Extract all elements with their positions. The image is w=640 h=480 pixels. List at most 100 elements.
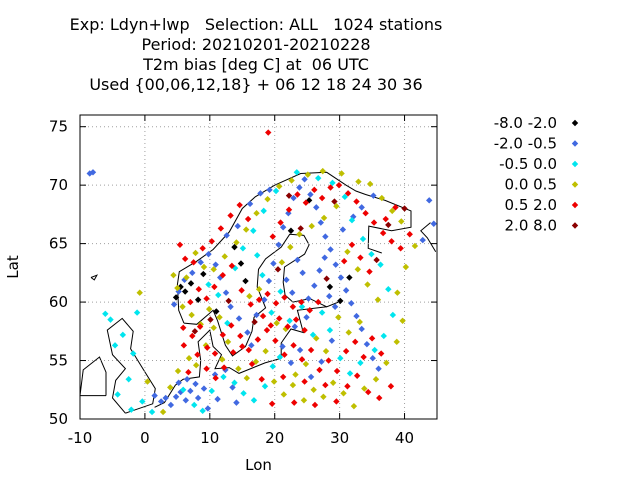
data-point-series-4 — [211, 350, 219, 357]
data-point-series-1 — [321, 254, 328, 261]
data-point-series-2 — [199, 407, 206, 415]
data-point-series-3 — [361, 385, 368, 392]
data-point-series-3 — [333, 203, 340, 210]
data-point-series-3 — [389, 207, 396, 215]
data-point-series-2 — [139, 398, 146, 405]
data-point-series-1 — [430, 220, 437, 227]
data-point-series-4 — [342, 347, 350, 355]
data-point-series-4 — [219, 331, 226, 339]
chart-title-block: Exp: Ldyn+lwp Selection: ALL 1024 statio… — [0, 15, 512, 95]
data-point-series-2 — [371, 346, 378, 354]
y-axis-label: Lat — [4, 255, 22, 279]
data-point-series-3 — [233, 239, 240, 246]
data-point-series-3 — [136, 289, 143, 296]
data-point-series-2 — [111, 342, 119, 349]
data-point-series-4 — [370, 219, 378, 226]
data-point-series-4 — [189, 332, 196, 340]
data-point-series-2 — [125, 376, 132, 383]
data-point-series-3 — [224, 338, 232, 346]
data-points — [86, 129, 437, 416]
data-point-series-4 — [306, 307, 313, 314]
data-point-series-3 — [372, 376, 380, 383]
data-point-series-1 — [200, 385, 208, 392]
data-point-series-3 — [280, 391, 288, 398]
data-point-series-4 — [219, 271, 226, 279]
data-point-series-4 — [318, 194, 326, 202]
data-point-series-3 — [366, 180, 374, 188]
data-point-series-4 — [340, 257, 348, 265]
data-point-series-3 — [322, 347, 330, 355]
data-point-series-4 — [406, 231, 413, 238]
data-point-series-3 — [320, 393, 327, 400]
legend-marker — [571, 119, 579, 127]
data-point-series-0 — [287, 227, 295, 234]
data-point-series-1 — [275, 241, 282, 248]
data-point-series-4 — [353, 372, 361, 379]
data-point-series-1 — [358, 204, 365, 211]
data-point-series-3 — [278, 259, 286, 266]
data-point-series-1 — [294, 256, 301, 264]
data-point-series-1 — [311, 282, 318, 289]
data-point-series-1 — [223, 232, 230, 239]
data-point-series-1 — [318, 358, 325, 365]
data-point-series-0 — [181, 288, 189, 295]
y-tick-label: 75 — [49, 118, 68, 136]
data-point-series-4 — [255, 296, 263, 303]
data-point-series-1 — [296, 184, 303, 191]
legend-marker — [571, 140, 579, 147]
data-point-series-3 — [270, 378, 278, 385]
data-point-series-2 — [268, 309, 275, 316]
data-point-series-2 — [261, 383, 269, 390]
data-point-series-0 — [200, 270, 207, 278]
data-point-series-0 — [213, 308, 220, 315]
data-point-series-3 — [320, 214, 328, 222]
data-point-series-0 — [194, 296, 202, 303]
data-point-series-1 — [358, 325, 365, 333]
data-point-series-4 — [238, 287, 245, 294]
data-point-series-5 — [373, 256, 380, 264]
data-point-series-4 — [344, 190, 352, 197]
data-point-series-4 — [311, 186, 318, 194]
data-point-series-5 — [191, 328, 199, 335]
data-point-series-4 — [327, 184, 334, 191]
x-tick-label: 10 — [200, 429, 219, 447]
data-point-series-1 — [348, 300, 355, 307]
data-point-series-1 — [326, 293, 333, 300]
data-point-series-2 — [348, 217, 356, 224]
data-point-series-4 — [377, 350, 385, 357]
data-point-series-4 — [307, 346, 315, 354]
data-point-series-4 — [387, 383, 395, 390]
data-point-series-0 — [172, 294, 180, 301]
data-point-series-1 — [89, 169, 97, 176]
x-tick-label: 30 — [330, 429, 349, 447]
data-point-series-4 — [228, 262, 236, 270]
data-point-series-4 — [344, 383, 351, 390]
data-point-series-4 — [190, 259, 197, 266]
data-point-series-2 — [377, 261, 384, 268]
data-point-series-1 — [291, 323, 299, 330]
data-point-series-1 — [261, 296, 268, 303]
data-point-series-3 — [205, 305, 213, 313]
data-point-series-1 — [375, 365, 382, 372]
data-point-series-4 — [388, 238, 395, 245]
data-point-series-2 — [341, 193, 349, 201]
data-point-series-2 — [260, 207, 267, 215]
data-point-series-1 — [253, 311, 260, 319]
data-point-series-2 — [205, 281, 212, 288]
data-point-series-2 — [329, 179, 336, 187]
data-point-series-3 — [355, 178, 362, 185]
data-point-series-1 — [299, 269, 306, 277]
data-point-series-3 — [243, 374, 251, 382]
data-point-series-3 — [242, 226, 250, 233]
data-point-series-5 — [225, 297, 232, 305]
data-point-series-3 — [246, 293, 253, 300]
data-point-series-3 — [310, 386, 317, 393]
data-point-series-5 — [297, 225, 304, 232]
data-point-series-1 — [204, 405, 212, 412]
data-point-series-4 — [203, 365, 210, 372]
x-axis-label: Lon — [245, 456, 272, 474]
data-point-series-4 — [195, 286, 202, 293]
data-point-series-3 — [159, 408, 167, 416]
data-point-series-4 — [397, 245, 404, 252]
data-point-series-4 — [291, 399, 298, 406]
